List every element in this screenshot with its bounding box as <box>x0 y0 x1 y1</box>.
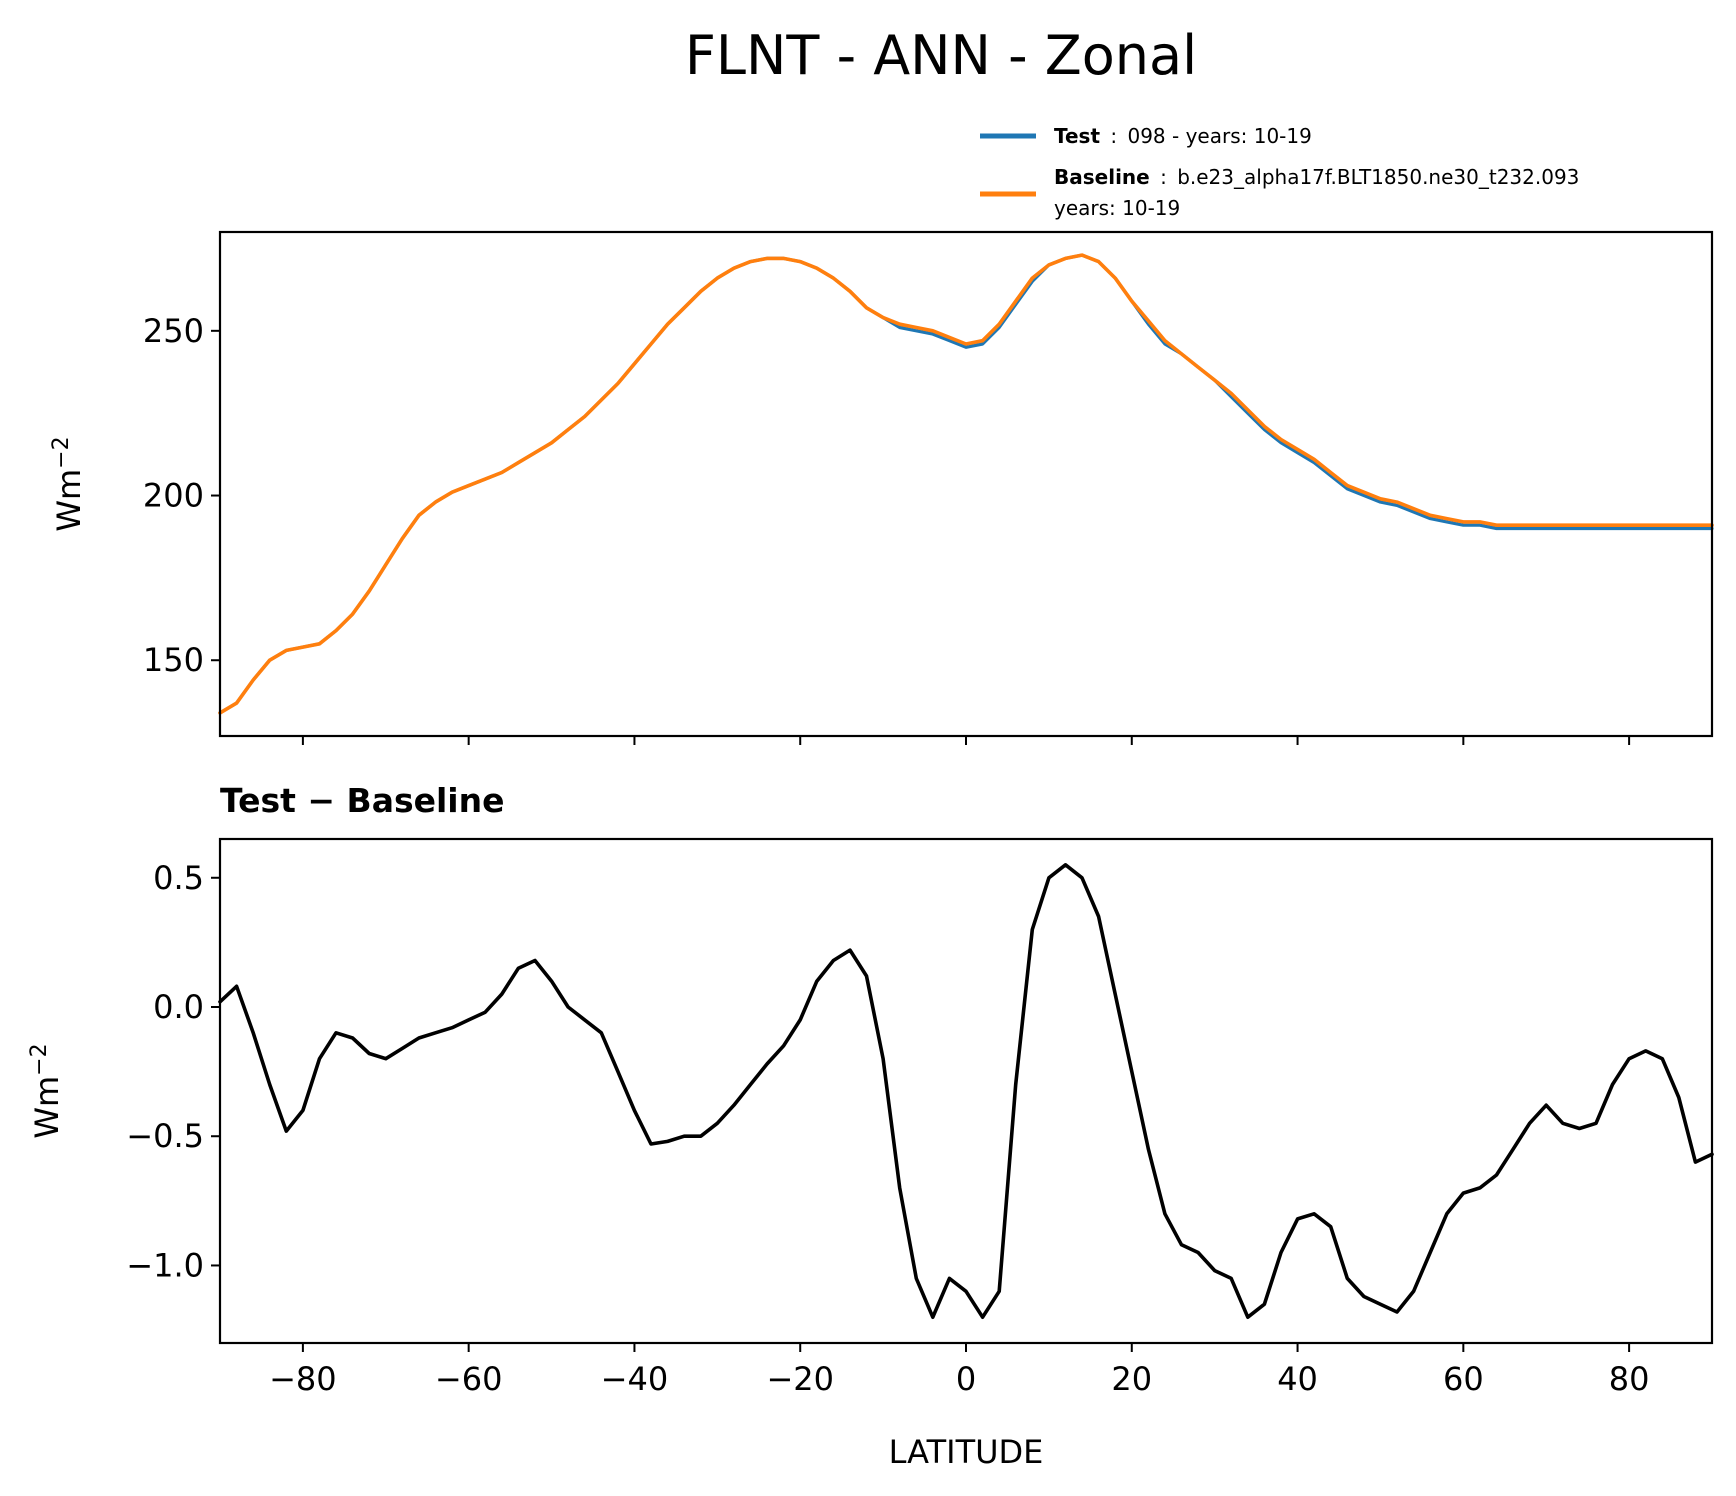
bottom-panel-title: Test − Baseline <box>220 781 505 820</box>
legend-baseline-description-line2: years: 10-19 <box>1054 196 1180 220</box>
x-tick-label-1-1: −60 <box>435 1360 503 1398</box>
bottom-panel-x-ticks: −80 −60 −40 −20 0 20 40 60 80 <box>269 1343 1649 1398</box>
bottom-panel-y-ticks: −1.0 −0.5 0.0 0.5 <box>126 859 220 1284</box>
top-panel-x-ticks <box>301 736 1631 745</box>
top-panel-y-ticks: 150 200 250 <box>143 312 220 679</box>
x-tick-label-1-6: 40 <box>1277 1360 1318 1398</box>
top-panel: 150 200 250 Wm−2 <box>49 230 1714 745</box>
y-tick-label-1-0: −1.0 <box>126 1246 204 1284</box>
y-tick-label-1-1: −0.5 <box>126 1117 204 1155</box>
bottom-panel-frame <box>218 837 1714 1345</box>
legend-test-description: 098 - years: 10-19 <box>1127 124 1311 148</box>
x-tick-label-1-3: −20 <box>766 1360 834 1398</box>
bottom-panel-x-axis-label: LATITUDE <box>889 1433 1044 1471</box>
bottom-panel-y-axis-label: Wm−2 <box>27 1043 66 1138</box>
x-tick-label-1-5: 20 <box>1111 1360 1152 1398</box>
legend-test-text: Test : 098 - years: 10-19 <box>1054 124 1312 148</box>
bottom-panel: Test − Baseline −1.0 −0.5 0.0 0.5 −80 −60 −40… <box>27 781 1714 1471</box>
legend-test-separator: : <box>1110 124 1117 148</box>
x-tick-label-1-0: −80 <box>269 1360 337 1398</box>
top-panel-y-axis-label-sup: −2 <box>49 436 74 468</box>
y-tick-label-0-2: 250 <box>143 312 204 350</box>
legend-baseline-name: Baseline <box>1054 165 1150 189</box>
x-tick-label-1-4: 0 <box>956 1360 976 1398</box>
x-tick-label-1-7: 60 <box>1443 1360 1484 1398</box>
series-line-0-1 <box>218 253 1714 715</box>
legend-test-name: Test <box>1054 124 1100 148</box>
bottom-panel-y-axis-label-sup: −2 <box>27 1043 52 1075</box>
bottom-panel-y-axis-label-main: Wm <box>28 1076 66 1139</box>
legend-baseline-separator: : <box>1160 165 1167 189</box>
legend: Test : 098 - years: 10-19 Baseline : b.e… <box>980 124 1579 220</box>
series-line-1-0 <box>218 862 1714 1319</box>
top-panel-lines <box>218 253 1714 715</box>
y-tick-label-0-1: 200 <box>143 477 204 515</box>
bottom-panel-lines <box>218 862 1714 1319</box>
y-tick-label-1-3: 0.5 <box>153 859 204 897</box>
legend-baseline-text: Baseline : b.e23_alpha17f.BLT1850.ne30_t… <box>1054 165 1579 189</box>
x-tick-label-1-2: −40 <box>601 1360 669 1398</box>
top-panel-y-axis-label-main: Wm <box>50 469 88 532</box>
y-tick-label-1-2: 0.0 <box>153 988 204 1026</box>
x-tick-label-1-8: 80 <box>1609 1360 1650 1398</box>
top-panel-y-axis-label: Wm−2 <box>49 436 88 531</box>
legend-baseline-description: b.e23_alpha17f.BLT1850.ne30_t232.093 <box>1177 165 1579 189</box>
figure-title: FLNT - ANN - Zonal <box>685 24 1197 87</box>
top-panel-frame <box>218 230 1714 738</box>
y-tick-label-0-0: 150 <box>143 641 204 679</box>
